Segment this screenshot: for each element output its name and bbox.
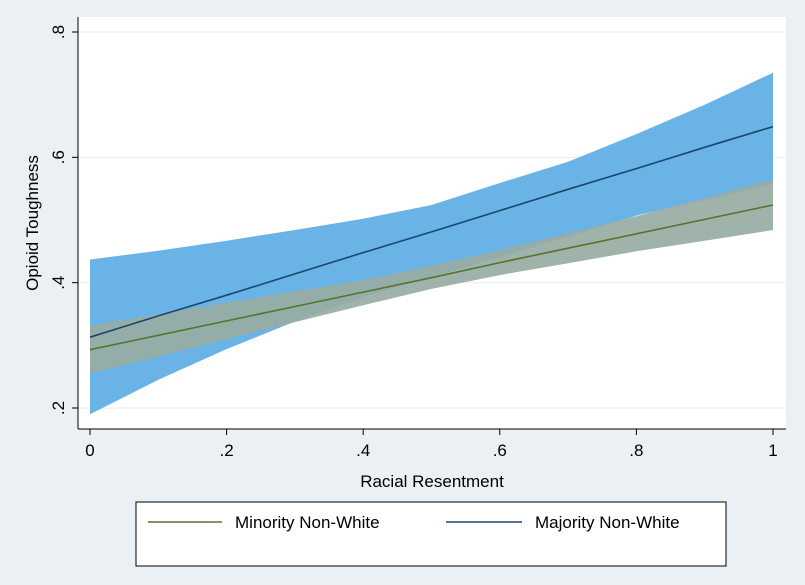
y-axis-title: Opioid Toughness [23,155,42,291]
x-tick-label-1: .2 [220,441,234,460]
x-tick-label-4: .8 [629,441,643,460]
x-tick-label-5: 1 [768,441,777,460]
confidence-bands [90,72,773,415]
series-line-minority [89,204,774,351]
y-tick-label-2: .6 [49,150,68,164]
x-axis-title: Racial Resentment [360,472,504,491]
series-line-majority [89,125,774,338]
legend-box [135,501,727,567]
axes: 0 .2 .4 .6 .8 1 .2 .4 .6 .8 [49,17,786,460]
x-tick-label-3: .6 [493,441,507,460]
y-tick-label-0: .2 [49,401,68,415]
x-tick-label-0: 0 [85,441,94,460]
legend: Minority Non-White Majority Non-White [135,501,727,567]
legend-label-majority: Majority Non-White [535,513,680,532]
legend-label-minority: Minority Non-White [235,513,380,532]
x-tick-label-2: .4 [356,441,370,460]
y-tick-label-1: .4 [49,276,68,290]
series-lines [89,125,774,351]
ci-band-minority [90,179,773,374]
y-tick-label-3: .8 [49,25,68,39]
